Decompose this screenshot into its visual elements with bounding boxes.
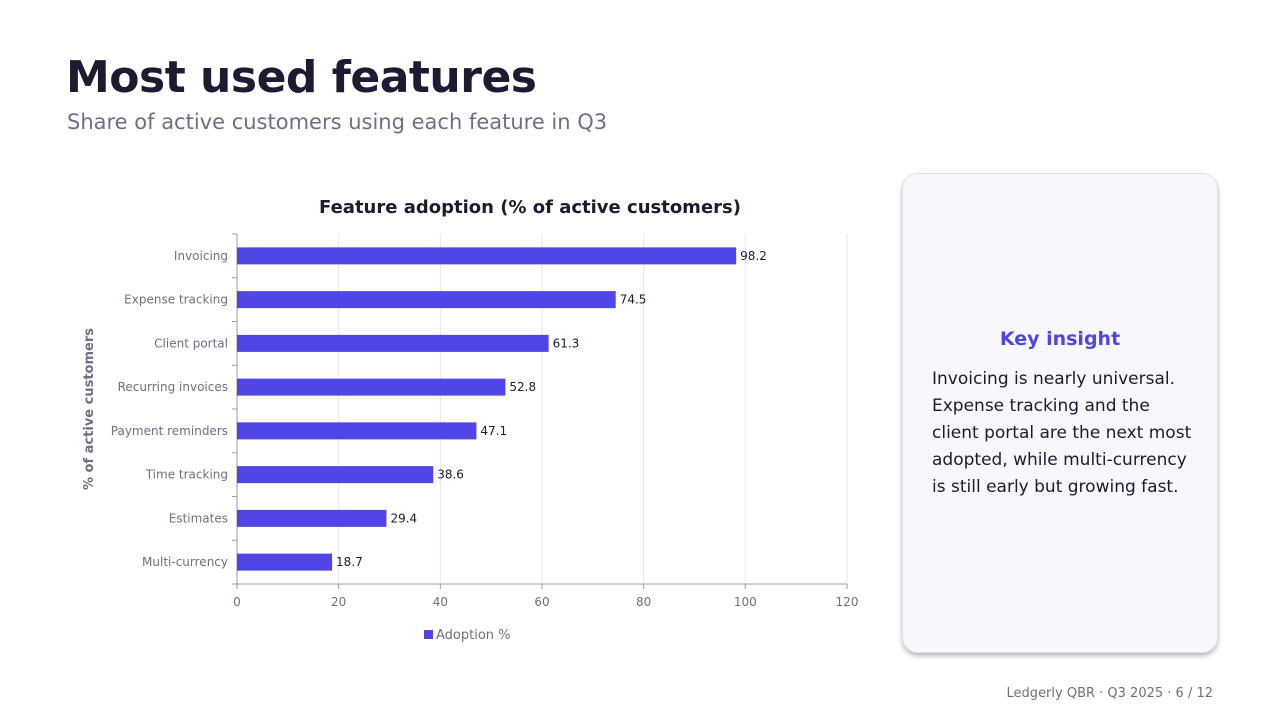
- page-title: Most used features: [66, 52, 537, 103]
- data-label: 61.3: [553, 336, 580, 350]
- bar: [237, 422, 477, 440]
- x-tick-label: 0: [233, 595, 241, 609]
- insight-title: Key insight: [999, 328, 1121, 350]
- bar: [237, 291, 616, 309]
- footer-text: Ledgerly QBR · Q3 2025 · 6 / 12: [1006, 686, 1213, 701]
- chart-container: Feature adoption (% of active customers)…: [70, 180, 870, 660]
- page-subtitle: Share of active customers using each fea…: [67, 110, 608, 134]
- x-tick-label: 40: [433, 595, 448, 609]
- y-tick-label: Time tracking: [145, 468, 228, 482]
- x-tick-label: 120: [836, 595, 859, 609]
- bar: [237, 247, 737, 265]
- bar: [237, 553, 333, 571]
- data-label: 18.7: [336, 555, 363, 569]
- x-tick-label: 100: [734, 595, 757, 609]
- y-tick-label: Multi-currency: [142, 555, 228, 569]
- y-tick-label: Payment reminders: [111, 424, 228, 438]
- legend-label: Adoption %: [436, 628, 511, 643]
- data-label: 74.5: [620, 293, 647, 307]
- x-tick-label: 80: [636, 595, 651, 609]
- insight-card: Key insight Invoicing is nearly universa…: [902, 173, 1218, 653]
- data-label: 98.2: [740, 249, 767, 263]
- legend-swatch: [424, 630, 433, 639]
- x-tick-label: 20: [331, 595, 346, 609]
- y-tick-label: Recurring invoices: [118, 380, 228, 394]
- y-axis-label: % of active customers: [82, 328, 97, 490]
- bar: [237, 378, 506, 396]
- y-tick-label: Invoicing: [174, 249, 228, 263]
- y-tick-label: Estimates: [169, 511, 228, 525]
- bar-chart: Feature adoption (% of active customers)…: [82, 197, 859, 643]
- data-label: 29.4: [390, 511, 417, 525]
- y-tick-label: Client portal: [154, 336, 228, 350]
- x-tick-label: 60: [534, 595, 549, 609]
- insight-body: Invoicing is nearly universal. Expense t…: [932, 369, 1192, 497]
- bar: [237, 334, 549, 352]
- data-label: 38.6: [437, 468, 464, 482]
- y-tick-label: Expense tracking: [124, 293, 228, 307]
- bar: [237, 466, 434, 484]
- data-label: 52.8: [509, 380, 536, 394]
- data-label: 47.1: [480, 424, 507, 438]
- chart-title: Feature adoption (% of active customers): [319, 197, 741, 218]
- bar: [237, 509, 387, 527]
